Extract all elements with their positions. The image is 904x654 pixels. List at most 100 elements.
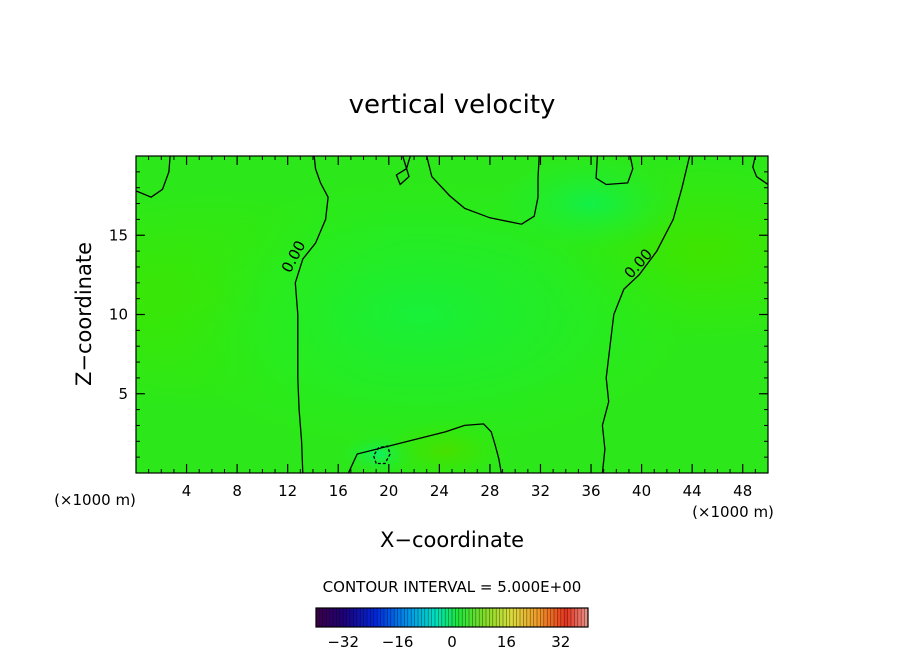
colorbar-cell	[475, 608, 480, 627]
colorbar-cell	[523, 608, 528, 627]
x-tick-label: 12	[278, 482, 297, 500]
colorbar-cell	[336, 608, 341, 627]
colorbar-tick-label: 16	[497, 633, 516, 651]
colorbar-cell	[455, 608, 460, 627]
colorbar-cell	[316, 608, 320, 627]
colorbar-cell	[431, 608, 436, 627]
contour-lines	[136, 156, 768, 473]
contour-line-zero	[595, 156, 634, 186]
colorbar-cell	[329, 608, 334, 627]
contour-line-zero	[395, 156, 411, 186]
heatmap-shade-warm	[136, 156, 768, 473]
colorbar-cell	[360, 608, 364, 627]
colorbar-cell	[513, 608, 517, 627]
x-tick-label: 8	[232, 482, 242, 500]
contour-line-zero	[752, 156, 768, 186]
colorbar-cell	[377, 608, 381, 627]
colorbar-cell	[543, 608, 548, 627]
colorbar-cell	[394, 608, 398, 627]
colorbar-tick-label: −32	[327, 633, 359, 651]
colorbar-cell	[499, 608, 504, 627]
colorbar-cell	[397, 608, 402, 627]
colorbar-cell	[479, 608, 483, 627]
contour-line-zero	[426, 156, 540, 225]
colorbar-cell	[486, 608, 490, 627]
colorbar-cell	[390, 608, 395, 627]
colorbar-cell	[465, 608, 470, 627]
contour-line-negative	[372, 445, 391, 465]
colorbar-cell	[547, 608, 551, 627]
x-tick-label: 44	[683, 482, 702, 500]
x-tick-label: 24	[430, 482, 449, 500]
colorbar-cell	[557, 608, 562, 627]
colorbar-cell	[411, 608, 415, 627]
colorbar-cell	[571, 608, 575, 627]
x-tick-label: 20	[379, 482, 398, 500]
y-tick-label: 10	[109, 306, 128, 324]
colorbar-cell	[363, 608, 368, 627]
colorbar-cell	[407, 608, 412, 627]
colorbar-cell	[560, 608, 565, 627]
colorbar-cell	[540, 608, 545, 627]
colorbar-cell	[350, 608, 354, 627]
colorbar-cell	[550, 608, 555, 627]
contour-line-zero	[294, 156, 329, 473]
colorbar-cell	[492, 608, 497, 627]
x-unit-right: (×1000 m)	[692, 503, 774, 521]
colorbar-cell	[448, 608, 453, 627]
colorbar-cell	[418, 608, 422, 627]
x-tick-label: 36	[581, 482, 600, 500]
colorbar-cell	[520, 608, 524, 627]
colorbar-cell	[533, 608, 538, 627]
x-unit-left: (×1000 m)	[54, 491, 136, 509]
colorbar-cell	[509, 608, 514, 627]
colorbar-cell	[564, 608, 568, 627]
y-axis-label: Z−coordinate	[72, 242, 96, 386]
colorbar-cell	[526, 608, 531, 627]
colorbar-cell	[380, 608, 385, 627]
x-tick-label: 28	[480, 482, 499, 500]
colorbar-cell	[353, 608, 358, 627]
colorbar-cell	[428, 608, 432, 627]
colorbar-cell	[326, 608, 330, 627]
colorbar-cell	[554, 608, 558, 627]
colorbar-cell	[452, 608, 456, 627]
colorbar-cell	[584, 608, 589, 627]
colorbar-cell	[530, 608, 534, 627]
x-tick-label: 4	[182, 482, 192, 500]
colorbar-cell	[577, 608, 582, 627]
colorbar-cell	[496, 608, 500, 627]
colorbar-cell	[333, 608, 337, 627]
heatmap-field	[136, 156, 768, 473]
colorbar-ticks: −32 −16 0 16 32	[327, 633, 570, 651]
y-axis-ticks: 5 10 15	[109, 171, 768, 458]
contour-line-zero	[601, 156, 691, 473]
x-tick-label: 40	[632, 482, 651, 500]
colorbar-cell	[469, 608, 473, 627]
y-tick-label: 15	[109, 226, 128, 244]
contour-line-zero	[136, 156, 171, 198]
colorbar-cell	[414, 608, 419, 627]
colorbar-frame	[315, 607, 589, 628]
colorbar-cell	[401, 608, 405, 627]
x-axis-ticks: 4 8 12 16 20 24 28 32 36 40 44 48	[148, 156, 756, 500]
colorbar-cell	[346, 608, 351, 627]
contour-interval: CONTOUR INTERVAL = 5.000E+00	[323, 578, 582, 596]
colorbar-cell	[482, 608, 487, 627]
colorbar-tick-label: 0	[447, 633, 457, 651]
colorbar-cell	[384, 608, 388, 627]
colorbar-cell	[404, 608, 409, 627]
x-tick-label: 32	[531, 482, 550, 500]
x-tick-label: 48	[733, 482, 752, 500]
colorbar-cell	[567, 608, 572, 627]
x-axis-label: X−coordinate	[380, 528, 524, 552]
colorbar-cell	[506, 608, 511, 627]
colorbar-cell	[445, 608, 449, 627]
colorbar-cell	[503, 608, 507, 627]
colorbar	[315, 607, 589, 628]
colorbar-cell	[458, 608, 463, 627]
colorbar-cell	[424, 608, 429, 627]
colorbar-cell	[373, 608, 378, 627]
colorbar-tick-label: 32	[551, 633, 570, 651]
x-tick-label: 16	[329, 482, 348, 500]
